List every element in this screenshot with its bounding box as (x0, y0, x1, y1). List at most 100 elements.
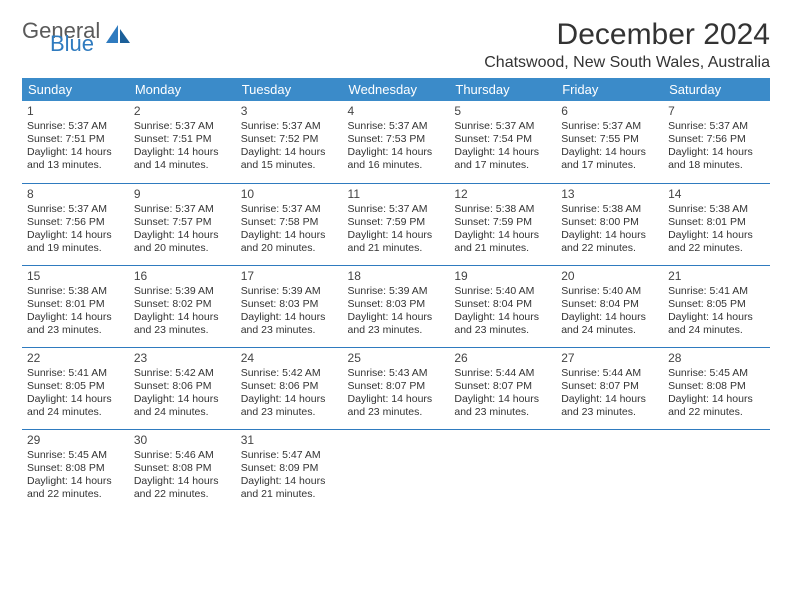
day-number: 19 (454, 269, 551, 284)
day-number: 9 (134, 187, 231, 202)
calendar-cell: 6Sunrise: 5:37 AMSunset: 7:55 PMDaylight… (556, 101, 663, 183)
sail-icon (104, 23, 132, 52)
sunset-line: Sunset: 7:52 PM (241, 133, 338, 146)
location-subtitle: Chatswood, New South Wales, Australia (484, 54, 770, 72)
sunrise-line: Sunrise: 5:39 AM (134, 285, 231, 298)
day-number: 10 (241, 187, 338, 202)
calendar-cell: 30Sunrise: 5:46 AMSunset: 8:08 PMDayligh… (129, 429, 236, 511)
sunrise-line: Sunrise: 5:37 AM (27, 120, 124, 133)
sunset-line: Sunset: 8:08 PM (134, 462, 231, 475)
day-number: 22 (27, 351, 124, 366)
daylight-line: Daylight: 14 hours and 23 minutes. (348, 393, 445, 419)
sunrise-line: Sunrise: 5:47 AM (241, 449, 338, 462)
sunset-line: Sunset: 8:06 PM (134, 380, 231, 393)
calendar-cell: 31Sunrise: 5:47 AMSunset: 8:09 PMDayligh… (236, 429, 343, 511)
day-header: Thursday (449, 78, 556, 101)
day-number: 26 (454, 351, 551, 366)
daylight-line: Daylight: 14 hours and 17 minutes. (454, 146, 551, 172)
sunrise-line: Sunrise: 5:40 AM (454, 285, 551, 298)
daylight-line: Daylight: 14 hours and 22 minutes. (668, 393, 765, 419)
sunset-line: Sunset: 8:03 PM (241, 298, 338, 311)
calendar-cell: 21Sunrise: 5:41 AMSunset: 8:05 PMDayligh… (663, 265, 770, 347)
calendar-cell: 18Sunrise: 5:39 AMSunset: 8:03 PMDayligh… (343, 265, 450, 347)
daylight-line: Daylight: 14 hours and 18 minutes. (668, 146, 765, 172)
sunset-line: Sunset: 7:55 PM (561, 133, 658, 146)
calendar-cell-empty (663, 429, 770, 511)
sunrise-line: Sunrise: 5:38 AM (668, 203, 765, 216)
calendar-cell: 10Sunrise: 5:37 AMSunset: 7:58 PMDayligh… (236, 183, 343, 265)
day-number: 14 (668, 187, 765, 202)
sunrise-line: Sunrise: 5:38 AM (561, 203, 658, 216)
day-number: 27 (561, 351, 658, 366)
day-header: Tuesday (236, 78, 343, 101)
day-number: 17 (241, 269, 338, 284)
calendar-cell-empty (556, 429, 663, 511)
daylight-line: Daylight: 14 hours and 22 minutes. (27, 475, 124, 501)
calendar-cell: 1Sunrise: 5:37 AMSunset: 7:51 PMDaylight… (22, 101, 129, 183)
sunset-line: Sunset: 7:56 PM (668, 133, 765, 146)
daylight-line: Daylight: 14 hours and 24 minutes. (134, 393, 231, 419)
daylight-line: Daylight: 14 hours and 21 minutes. (241, 475, 338, 501)
sunrise-line: Sunrise: 5:39 AM (241, 285, 338, 298)
sunset-line: Sunset: 8:04 PM (561, 298, 658, 311)
calendar-cell: 2Sunrise: 5:37 AMSunset: 7:51 PMDaylight… (129, 101, 236, 183)
calendar-cell: 13Sunrise: 5:38 AMSunset: 8:00 PMDayligh… (556, 183, 663, 265)
daylight-line: Daylight: 14 hours and 22 minutes. (134, 475, 231, 501)
sunset-line: Sunset: 8:05 PM (668, 298, 765, 311)
sunset-line: Sunset: 8:03 PM (348, 298, 445, 311)
calendar-cell: 27Sunrise: 5:44 AMSunset: 8:07 PMDayligh… (556, 347, 663, 429)
sunset-line: Sunset: 8:06 PM (241, 380, 338, 393)
calendar-cell: 28Sunrise: 5:45 AMSunset: 8:08 PMDayligh… (663, 347, 770, 429)
day-number: 29 (27, 433, 124, 448)
calendar-row: 29Sunrise: 5:45 AMSunset: 8:08 PMDayligh… (22, 429, 770, 511)
day-number: 7 (668, 104, 765, 119)
sunset-line: Sunset: 7:51 PM (27, 133, 124, 146)
calendar-cell: 14Sunrise: 5:38 AMSunset: 8:01 PMDayligh… (663, 183, 770, 265)
sunrise-line: Sunrise: 5:45 AM (668, 367, 765, 380)
daylight-line: Daylight: 14 hours and 20 minutes. (134, 229, 231, 255)
day-number: 4 (348, 104, 445, 119)
calendar-cell: 12Sunrise: 5:38 AMSunset: 7:59 PMDayligh… (449, 183, 556, 265)
daylight-line: Daylight: 14 hours and 24 minutes. (27, 393, 124, 419)
daylight-line: Daylight: 14 hours and 24 minutes. (561, 311, 658, 337)
calendar-row: 15Sunrise: 5:38 AMSunset: 8:01 PMDayligh… (22, 265, 770, 347)
day-header: Friday (556, 78, 663, 101)
header: General Blue December 2024 Chatswood, Ne… (22, 18, 770, 72)
daylight-line: Daylight: 14 hours and 21 minutes. (454, 229, 551, 255)
sunrise-line: Sunrise: 5:37 AM (241, 203, 338, 216)
day-number: 25 (348, 351, 445, 366)
sunrise-line: Sunrise: 5:38 AM (454, 203, 551, 216)
title-block: December 2024 Chatswood, New South Wales… (484, 18, 770, 72)
sunrise-line: Sunrise: 5:37 AM (454, 120, 551, 133)
sunrise-line: Sunrise: 5:44 AM (561, 367, 658, 380)
sunset-line: Sunset: 7:54 PM (454, 133, 551, 146)
day-number: 28 (668, 351, 765, 366)
calendar-cell: 7Sunrise: 5:37 AMSunset: 7:56 PMDaylight… (663, 101, 770, 183)
daylight-line: Daylight: 14 hours and 23 minutes. (454, 393, 551, 419)
sunset-line: Sunset: 8:07 PM (561, 380, 658, 393)
calendar-cell: 26Sunrise: 5:44 AMSunset: 8:07 PMDayligh… (449, 347, 556, 429)
sunrise-line: Sunrise: 5:44 AM (454, 367, 551, 380)
daylight-line: Daylight: 14 hours and 23 minutes. (348, 311, 445, 337)
daylight-line: Daylight: 14 hours and 23 minutes. (241, 311, 338, 337)
calendar-cell: 24Sunrise: 5:42 AMSunset: 8:06 PMDayligh… (236, 347, 343, 429)
day-number: 3 (241, 104, 338, 119)
calendar-cell: 11Sunrise: 5:37 AMSunset: 7:59 PMDayligh… (343, 183, 450, 265)
sunrise-line: Sunrise: 5:46 AM (134, 449, 231, 462)
daylight-line: Daylight: 14 hours and 24 minutes. (668, 311, 765, 337)
daylight-line: Daylight: 14 hours and 17 minutes. (561, 146, 658, 172)
calendar-cell-empty (449, 429, 556, 511)
calendar-cell: 23Sunrise: 5:42 AMSunset: 8:06 PMDayligh… (129, 347, 236, 429)
sunset-line: Sunset: 7:57 PM (134, 216, 231, 229)
sunrise-line: Sunrise: 5:41 AM (668, 285, 765, 298)
day-number: 2 (134, 104, 231, 119)
sunset-line: Sunset: 8:07 PM (454, 380, 551, 393)
day-header: Monday (129, 78, 236, 101)
calendar-cell: 8Sunrise: 5:37 AMSunset: 7:56 PMDaylight… (22, 183, 129, 265)
day-header: Saturday (663, 78, 770, 101)
calendar-row: 22Sunrise: 5:41 AMSunset: 8:05 PMDayligh… (22, 347, 770, 429)
logo-text-blue: Blue (50, 35, 100, 54)
day-number: 18 (348, 269, 445, 284)
sunrise-line: Sunrise: 5:40 AM (561, 285, 658, 298)
calendar-cell: 19Sunrise: 5:40 AMSunset: 8:04 PMDayligh… (449, 265, 556, 347)
